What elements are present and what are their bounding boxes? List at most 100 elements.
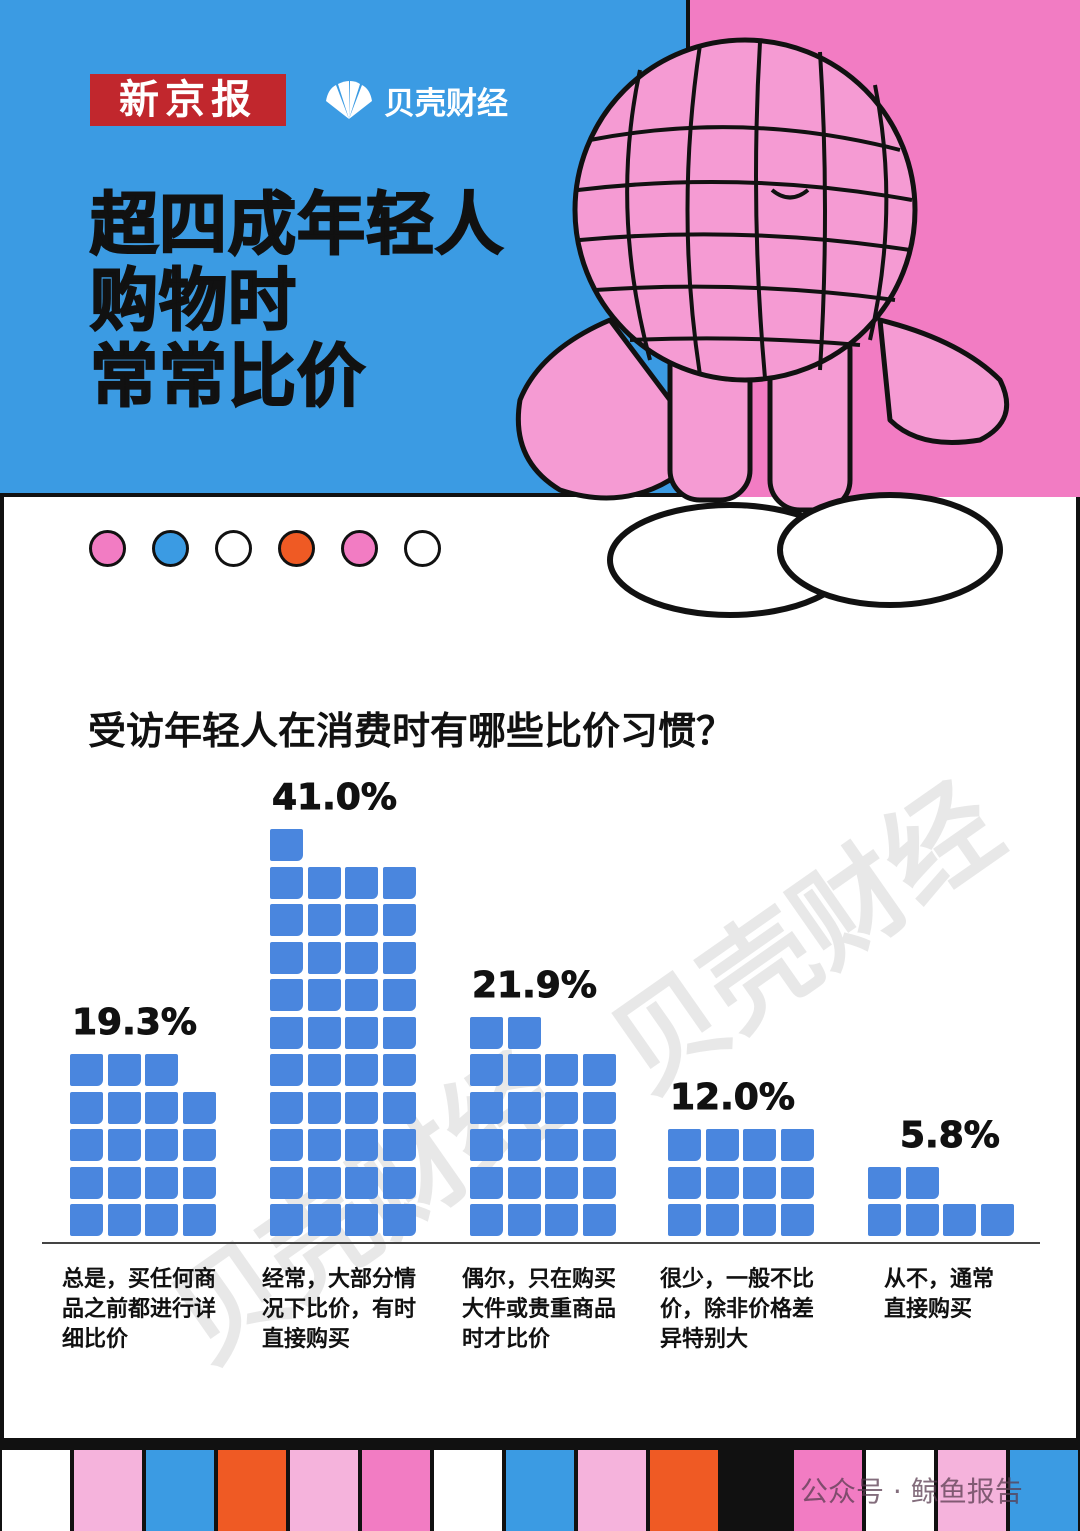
pictogram-square [743,1166,776,1199]
pictogram-square [545,1091,578,1124]
pictogram-square [345,1166,378,1199]
pictogram-square [345,1129,378,1161]
pictogram-square [780,1129,814,1161]
pictogram-square [780,1166,814,1199]
strip-cell [866,1450,934,1531]
pictogram-square [470,1091,503,1124]
strip-cell [218,1450,286,1531]
pictogram-square [470,1129,503,1161]
pictogram-square [705,1166,739,1199]
pictogram-square [507,1016,541,1049]
pictogram-square [382,1016,416,1049]
decor-dot [215,530,252,567]
strip-cell [74,1450,142,1531]
title-line: 购物时 [89,262,298,341]
strip-cell [578,1450,646,1531]
x-axis-line [42,1242,1040,1244]
pictogram-square [307,904,341,936]
decor-dot [341,530,378,567]
pictogram-square [470,1054,503,1086]
strip-cell [1010,1450,1078,1531]
pictogram-square [545,1204,578,1236]
pictogram-square [545,1166,578,1199]
pictogram-square [868,1166,901,1199]
pictogram-square [107,1091,141,1124]
pictogram-square [70,1091,103,1124]
pictogram-square [270,866,303,899]
pictogram-square [307,1204,341,1236]
strip-cell [794,1450,862,1531]
source-watermark: 公众号 · 鲸鱼报告 [800,1475,1023,1508]
pictogram-square [307,941,341,974]
pictogram-square [307,1091,341,1124]
pictogram-square [107,1129,141,1161]
pictogram-square [270,1166,303,1199]
strip-cell [2,1450,70,1531]
pictogram-square [145,1054,178,1086]
pictogram-square [905,1204,939,1236]
strip-cell [146,1450,214,1531]
pictogram-square [382,979,416,1011]
pictogram-square [107,1204,141,1236]
pictogram-square [70,1054,103,1086]
pictogram-square [382,941,416,974]
pictogram-square [145,1204,178,1236]
shell-icon [326,80,372,119]
strip-cell [506,1450,574,1531]
mascot-illustration [515,37,1010,618]
pictogram-square [980,1204,1014,1236]
color-strip [0,1450,1080,1531]
pictogram-square [582,1204,616,1236]
pictogram-square [507,1204,541,1236]
pictogram-square [182,1129,216,1161]
pictogram-square [182,1204,216,1236]
pictogram-square [107,1166,141,1199]
strip-cell [650,1450,718,1531]
pictogram-square [582,1054,616,1086]
data-label: 12.0% [670,1077,796,1119]
pictogram-square [345,1204,378,1236]
pictogram-square [507,1091,541,1124]
category-label: 偶尔，只在购买 大件或贵重商品 时才比价 [462,1267,617,1352]
pictogram-square [743,1129,776,1161]
category-label: 从不，通常 直接购买 [884,1267,995,1322]
data-label: 5.8% [900,1114,1001,1156]
pictogram-square [70,1204,103,1236]
pictogram-square [470,1204,503,1236]
pictogram-square [743,1204,776,1236]
pictogram-square [507,1166,541,1199]
pictogram-square [382,904,416,936]
pictogram-square [270,1054,303,1086]
pictogram-square [905,1166,939,1199]
pictogram-square [345,1091,378,1124]
pictogram-square [382,1204,416,1236]
decor-dot [404,530,441,567]
chart-panel [4,497,1076,1442]
category-label: 很少，一般不比 价，除非价格差 异特别大 [660,1267,815,1352]
pictogram-square [145,1091,178,1124]
pictogram-square [345,979,378,1011]
pictogram-square [307,1129,341,1161]
pictogram-square [705,1204,739,1236]
pictogram-square [182,1091,216,1124]
pictogram-square [270,1129,303,1161]
pictogram-square [182,1166,216,1199]
pictogram-square [307,1166,341,1199]
logo-beike: 贝壳财经 [322,78,508,123]
pictogram-square [70,1166,103,1199]
pictogram-square [270,904,303,936]
pictogram-square [307,1054,341,1086]
decor-dot [89,530,126,567]
pictogram-square [270,941,303,974]
pictogram-square [582,1166,616,1199]
data-label: 21.9% [472,964,598,1006]
pictogram-square [107,1054,141,1086]
pictogram-square [382,1054,416,1086]
decor-dot [278,530,315,567]
pictogram-square [507,1054,541,1086]
strip-cell [290,1450,358,1531]
pictogram-square [705,1129,739,1161]
pictogram-square [382,1129,416,1161]
pictogram-square [582,1129,616,1161]
pictogram-square [545,1129,578,1161]
